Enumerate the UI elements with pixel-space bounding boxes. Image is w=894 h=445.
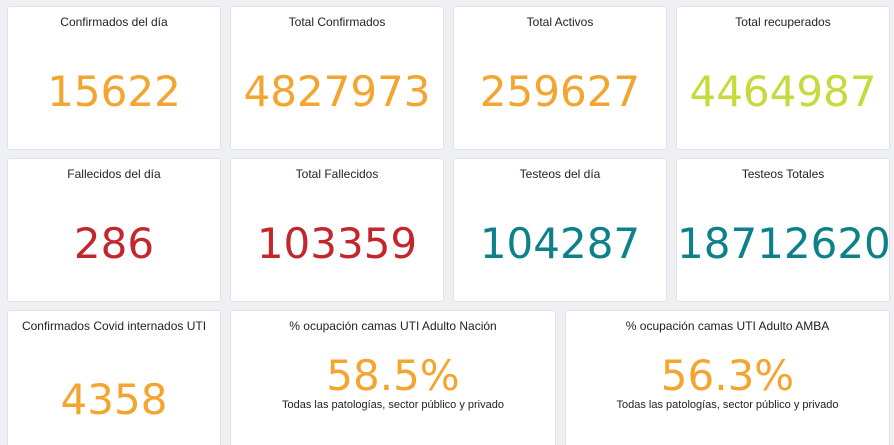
card-title: % ocupación camas UTI Adulto AMBA — [625, 319, 830, 333]
card-subtitle: Todas las patologías, sector público y p… — [616, 399, 839, 411]
card-ocupacion-uti-amba: % ocupación camas UTI Adulto AMBA 56.3% … — [565, 310, 890, 445]
card-title: % ocupación camas UTI Adulto Nación — [289, 319, 497, 333]
card-title: Fallecidos del día — [67, 167, 161, 181]
card-title: Testeos del día — [519, 167, 601, 181]
card-internados-uti: Confirmados Covid internados UTI 4358 — [7, 310, 221, 445]
card-value: 4464987 — [689, 67, 877, 116]
card-ocupacion-uti-nacion: % ocupación camas UTI Adulto Nación 58.5… — [230, 310, 556, 445]
card-value: 4827973 — [243, 67, 431, 116]
card-title: Total Fallecidos — [295, 167, 379, 181]
card-title: Confirmados Covid internados UTI — [21, 319, 207, 333]
card-value: 104287 — [479, 219, 641, 268]
card-value: 103359 — [256, 219, 418, 268]
card-value: 56.3% — [660, 351, 795, 400]
card-value: 58.5% — [326, 351, 460, 400]
card-title: Total Activos — [526, 15, 594, 29]
card-title: Total Confirmados — [288, 15, 386, 29]
card-value: 18712620 — [677, 219, 891, 268]
card-title: Testeos Totales — [741, 167, 825, 181]
card-confirmados-del-dia: Confirmados del día 15622 — [7, 6, 221, 150]
card-value: 259627 — [479, 67, 641, 116]
card-fallecidos-del-dia: Fallecidos del día 286 — [7, 158, 221, 302]
card-title: Confirmados del día — [60, 15, 168, 29]
card-subtitle: Todas las patologías, sector público y p… — [282, 399, 504, 411]
card-testeos-del-dia: Testeos del día 104287 — [453, 158, 667, 302]
card-total-confirmados: Total Confirmados 4827973 — [230, 6, 444, 150]
card-value: 286 — [73, 219, 155, 268]
card-total-activos: Total Activos 259627 — [453, 6, 667, 150]
card-value: 15622 — [47, 67, 181, 116]
card-total-fallecidos: Total Fallecidos 103359 — [230, 158, 444, 302]
card-title: Total recuperados — [735, 15, 831, 29]
card-value: 4358 — [60, 375, 168, 424]
card-total-recuperados: Total recuperados 4464987 — [676, 6, 890, 150]
card-testeos-totales: Testeos Totales 18712620 — [676, 158, 891, 302]
